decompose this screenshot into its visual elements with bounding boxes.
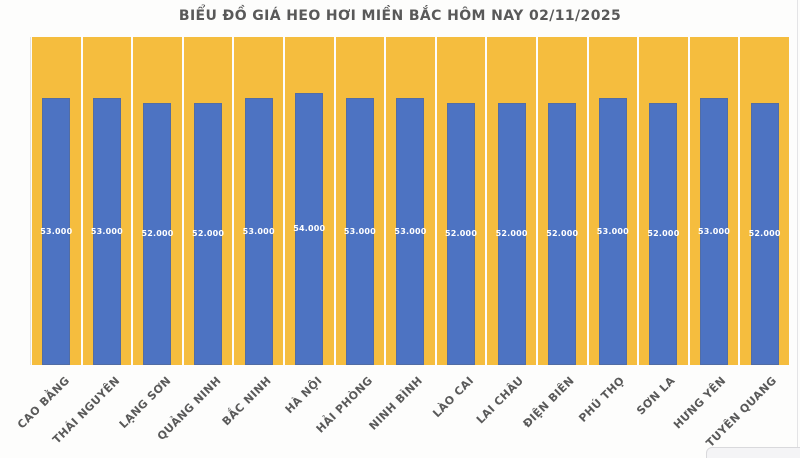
bar-value-label: 52.000 [445,229,478,239]
category-column: 53.000 [32,37,81,365]
x-axis-label: LÀO CAI [430,374,477,421]
bar: 52.000 [192,102,225,365]
category-column: 52.000 [183,37,233,365]
bar-value-label: 52.000 [748,229,781,239]
bar-value-label: 53.000 [40,226,73,236]
category-column: 54.000 [284,37,334,365]
bar: 53.000 [596,97,629,365]
category-column: 52.000 [740,37,789,365]
plot-left-border [30,37,31,365]
chart-title: BIỂU ĐỒ GIÁ HEO HƠI MIỀN BẮC HÔM NAY 02/… [178,8,622,24]
horizontal-scrollbar[interactable] [706,447,800,458]
category-column: 53.000 [689,37,739,365]
x-axis-label: NINH BÌNH [366,374,426,433]
bar-value-label: 52.000 [192,229,225,239]
bar: 53.000 [90,97,123,365]
x-axis-label: CAO BẰNG [15,374,73,432]
bar: 53.000 [343,97,376,365]
x-axis-label: BẮC NINH [220,374,275,429]
bar-value-label: 53.000 [90,226,123,236]
bar: 53.000 [40,97,73,365]
bar-value-label: 52.000 [495,229,528,239]
x-axis-label: LẠNG SƠN [116,374,174,431]
category-column: 52.000 [537,37,587,365]
bar-value-label: 53.000 [596,226,629,236]
category-column: 52.000 [436,37,486,365]
bar: 53.000 [394,97,427,365]
bar: 52.000 [647,102,680,365]
category-column: 52.000 [133,37,182,365]
category-column: 53.000 [386,37,435,365]
bar-value-label: 52.000 [546,229,579,239]
bar: 54.000 [293,92,326,365]
bar: 52.000 [546,102,579,365]
bar: 52.000 [445,102,478,365]
bar: 52.000 [748,102,781,365]
plot-area: 53.000 53.000 52.000 52.000 53.000 54.000 53.0… [32,37,789,365]
bar: 52.000 [141,102,174,365]
x-axis-label: LAI CHÂU [474,374,527,427]
category-column: 52.000 [487,37,536,365]
x-axis-label: HẢI PHÒNG [313,374,376,436]
x-axis-label: HƯNG YÊN [670,374,729,432]
category-column: 52.000 [639,37,688,365]
category-column: 53.000 [82,37,132,365]
x-axis-label: TUYÊN QUANG [703,374,779,450]
bar-value-label: 53.000 [343,226,376,236]
bar-value-label: 52.000 [647,229,680,239]
bar: 52.000 [495,102,528,365]
category-column: 53.000 [335,37,385,365]
category-column: 53.000 [234,37,283,365]
x-axis-label: HÀ NỘI [282,374,325,417]
bar-value-label: 53.000 [394,226,427,236]
bar-value-label: 52.000 [141,229,174,239]
window-edge-line [797,0,798,458]
category-column: 53.000 [588,37,638,365]
x-axis-label: SƠN LA [634,374,679,418]
x-axis-label: QUẢNG NINH [154,374,224,443]
bar: 53.000 [697,97,731,365]
x-axis-label: THÁI NGUYÊN [50,374,123,447]
bar-value-label: 53.000 [242,226,275,236]
bar-value-label: 54.000 [293,224,326,234]
x-axis-label: PHÚ THỌ [576,374,628,425]
x-axis-label: ĐIỆN BIÊN [520,374,578,431]
bar-value-label: 53.000 [697,226,731,236]
bar: 53.000 [242,97,275,365]
